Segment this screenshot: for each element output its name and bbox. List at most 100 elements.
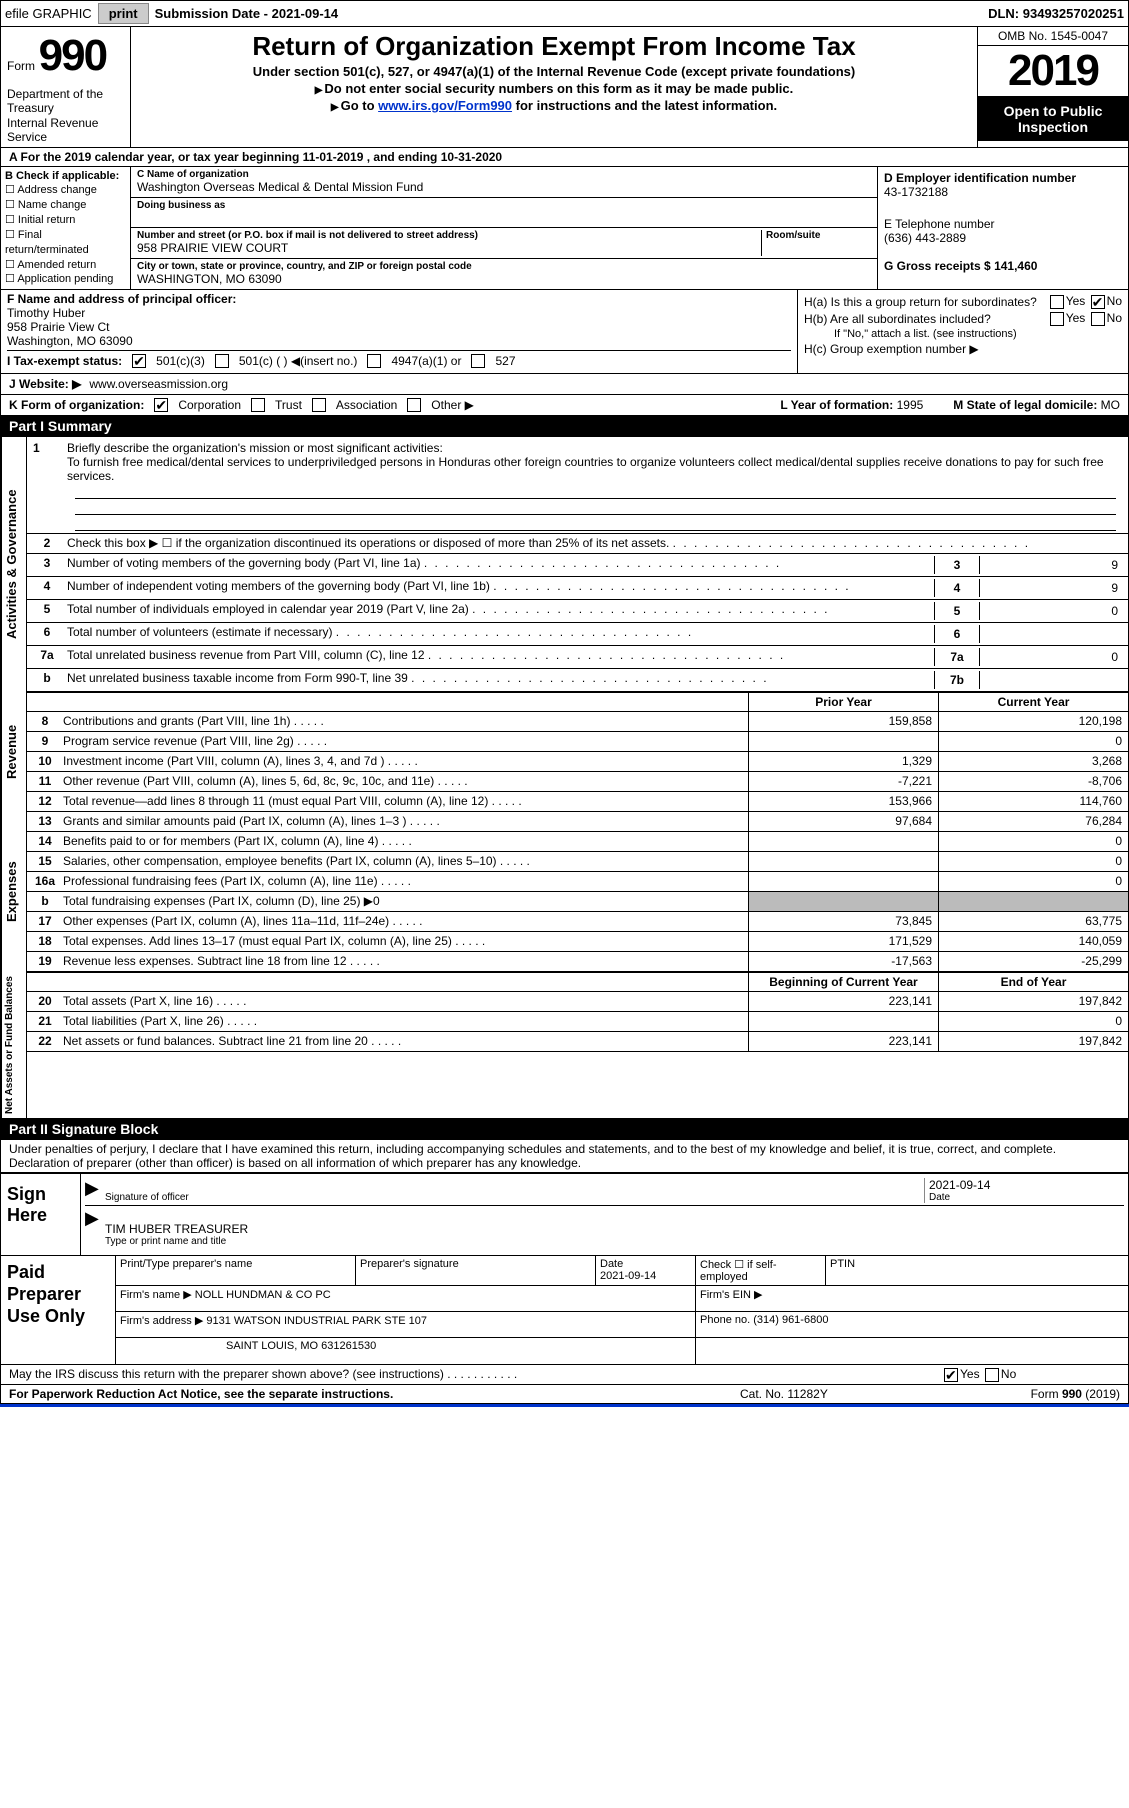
subtitle-1: Under section 501(c), 527, or 4947(a)(1)… — [139, 64, 969, 79]
summary-line-5: 5Total number of individuals employed in… — [27, 600, 1128, 623]
paid-preparer-section: Paid Preparer Use Only Print/Type prepar… — [1, 1256, 1128, 1365]
chk-initial-return[interactable]: ☐ Initial return — [5, 213, 126, 228]
activities-governance: Activities & Governance 1 Briefly descri… — [1, 437, 1128, 692]
section-deg: D Employer identification number 43-1732… — [878, 167, 1128, 290]
summary-line-b: bNet unrelated business taxable income f… — [27, 669, 1128, 692]
print-button[interactable]: print — [98, 3, 149, 24]
line-18: 18Total expenses. Add lines 13–17 (must … — [27, 932, 1128, 952]
row-a: A For the 2019 calendar year, or tax yea… — [1, 148, 1128, 167]
line-19: 19Revenue less expenses. Subtract line 1… — [27, 952, 1128, 972]
discuss-row: May the IRS discuss this return with the… — [1, 1365, 1128, 1385]
ha-yes[interactable] — [1050, 295, 1064, 309]
sig-arrow-icon: ▶ — [85, 1178, 105, 1203]
header-left: Form 990 Department of the TreasuryInter… — [1, 27, 131, 147]
omb: OMB No. 1545-0047 — [978, 27, 1128, 46]
summary-line-2: 2Check this box ▶ ☐ if the organization … — [27, 534, 1128, 554]
footer: For Paperwork Reduction Act Notice, see … — [1, 1385, 1128, 1403]
chk-501c3[interactable] — [132, 354, 146, 368]
hb-no[interactable] — [1091, 312, 1105, 326]
street-address: 958 PRAIRIE VIEW COURT — [137, 241, 288, 255]
chk-address-change[interactable]: ☐ Address change — [5, 183, 126, 198]
website: www.overseasmission.org — [89, 377, 228, 391]
submission-label: Submission Date - 2021-09-14 — [155, 6, 339, 21]
section-f: F Name and address of principal officer:… — [1, 290, 798, 373]
chk-trust[interactable] — [251, 398, 265, 412]
subtitle-3: Go to www.irs.gov/Form990 for instructio… — [139, 98, 969, 113]
row-k: K Form of organization: Corporation Trus… — [1, 395, 1128, 416]
netassets-header: Beginning of Current Year End of Year — [27, 972, 1128, 992]
line-22: 22Net assets or fund balances. Subtract … — [27, 1032, 1128, 1052]
gross-receipts: 141,460 — [994, 259, 1037, 273]
dba-label: Doing business as — [137, 200, 871, 211]
line-16a: 16aProfessional fundraising fees (Part I… — [27, 872, 1128, 892]
header-middle: Return of Organization Exempt From Incom… — [131, 27, 978, 147]
discuss-yes[interactable] — [944, 1368, 958, 1382]
section-b: B Check if applicable: ☐ Address change … — [1, 167, 131, 290]
line-b: bTotal fundraising expenses (Part IX, co… — [27, 892, 1128, 912]
section-h: H(a) Is this a group return for subordin… — [798, 290, 1128, 373]
chk-amended[interactable]: ☐ Amended return — [5, 258, 126, 273]
sign-section: Sign Here ▶ Signature of officer 2021-09… — [1, 1173, 1128, 1256]
perjury-declaration: Under penalties of perjury, I declare th… — [1, 1140, 1128, 1173]
room-label: Room/suite — [766, 230, 871, 241]
form-container: efile GRAPHIC print Submission Date - 20… — [0, 0, 1129, 1404]
line-9: 9Program service revenue (Part VIII, lin… — [27, 732, 1128, 752]
firm-name: NOLL HUNDMAN & CO PC — [195, 1289, 331, 1301]
chk-other[interactable] — [407, 398, 421, 412]
chk-final-return[interactable]: ☐ Final return/terminated — [5, 228, 126, 258]
sig-date: 2021-09-14 Date — [924, 1178, 1124, 1203]
header-right: OMB No. 1545-0047 2019 Open to Public In… — [978, 27, 1128, 147]
vlabel-ag: Activities & Governance — [1, 437, 27, 692]
line-8: 8Contributions and grants (Part VIII, li… — [27, 712, 1128, 732]
paid-row-1: Print/Type preparer's name Preparer's si… — [116, 1256, 1128, 1286]
paid-row-3: Firm's address ▶ 9131 WATSON INDUSTRIAL … — [116, 1312, 1128, 1338]
discuss-no[interactable] — [985, 1368, 999, 1382]
revenue-header: Prior Year Current Year — [27, 692, 1128, 712]
mission-line: 1 Briefly describe the organization's mi… — [27, 437, 1128, 534]
line-17: 17Other expenses (Part IX, column (A), l… — [27, 912, 1128, 932]
summary-line-3: 3Number of voting members of the governi… — [27, 554, 1128, 577]
form-header: Form 990 Department of the TreasuryInter… — [1, 27, 1128, 148]
chk-527[interactable] — [471, 354, 485, 368]
dln: DLN: 93493257020251 — [988, 6, 1124, 21]
instructions-link[interactable]: www.irs.gov/Form990 — [378, 98, 512, 113]
line-20: 20Total assets (Part X, line 16) . . . .… — [27, 992, 1128, 1012]
paid-row-2: Firm's name ▶ NOLL HUNDMAN & CO PC Firm'… — [116, 1286, 1128, 1312]
chk-name-change[interactable]: ☐ Name change — [5, 198, 126, 213]
signature-field[interactable]: Signature of officer — [105, 1178, 924, 1203]
line-11: 11Other revenue (Part VIII, column (A), … — [27, 772, 1128, 792]
phone: (636) 443-2889 — [884, 231, 966, 245]
chk-application-pending[interactable]: ☐ Application pending — [5, 272, 126, 287]
chk-assoc[interactable] — [312, 398, 326, 412]
line-21: 21Total liabilities (Part X, line 26) . … — [27, 1012, 1128, 1032]
form-word: Form — [7, 59, 35, 73]
line-15: 15Salaries, other compensation, employee… — [27, 852, 1128, 872]
ein: 43-1732188 — [884, 185, 948, 199]
line-12: 12Total revenue—add lines 8 through 11 (… — [27, 792, 1128, 812]
ha-no[interactable] — [1091, 295, 1105, 309]
mission-text: To furnish free medical/dental services … — [67, 455, 1104, 483]
netassets-group: Net Assets or Fund Balances Beginning of… — [1, 972, 1128, 1119]
section-cde: C Name of organization Washington Overse… — [131, 167, 1128, 290]
chk-corp[interactable] — [154, 398, 168, 412]
open-inspection: Open to Public Inspection — [978, 97, 1128, 141]
vlabel-exp: Expenses — [1, 812, 27, 972]
state-domicile: MO — [1101, 398, 1120, 412]
city-state-zip: WASHINGTON, MO 63090 — [137, 272, 282, 286]
officer-name: Timothy Huber — [7, 306, 85, 320]
line-13: 13Grants and similar amounts paid (Part … — [27, 812, 1128, 832]
section-fh: F Name and address of principal officer:… — [1, 290, 1128, 374]
vlabel-na: Net Assets or Fund Balances — [1, 972, 27, 1118]
top-bar: efile GRAPHIC print Submission Date - 20… — [1, 1, 1128, 27]
summary-line-6: 6Total number of volunteers (estimate if… — [27, 623, 1128, 646]
year-formation: 1995 — [897, 398, 924, 412]
summary-line-4: 4Number of independent voting members of… — [27, 577, 1128, 600]
bottom-rule — [0, 1404, 1129, 1407]
org-name: Washington Overseas Medical & Dental Mis… — [137, 180, 423, 194]
firm-phone: Phone no. (314) 961-6800 — [696, 1312, 1128, 1337]
chk-501c[interactable] — [215, 354, 229, 368]
vlabel-rev: Revenue — [1, 692, 27, 812]
hb-yes[interactable] — [1050, 312, 1064, 326]
line-10: 10Investment income (Part VIII, column (… — [27, 752, 1128, 772]
chk-4947[interactable] — [367, 354, 381, 368]
